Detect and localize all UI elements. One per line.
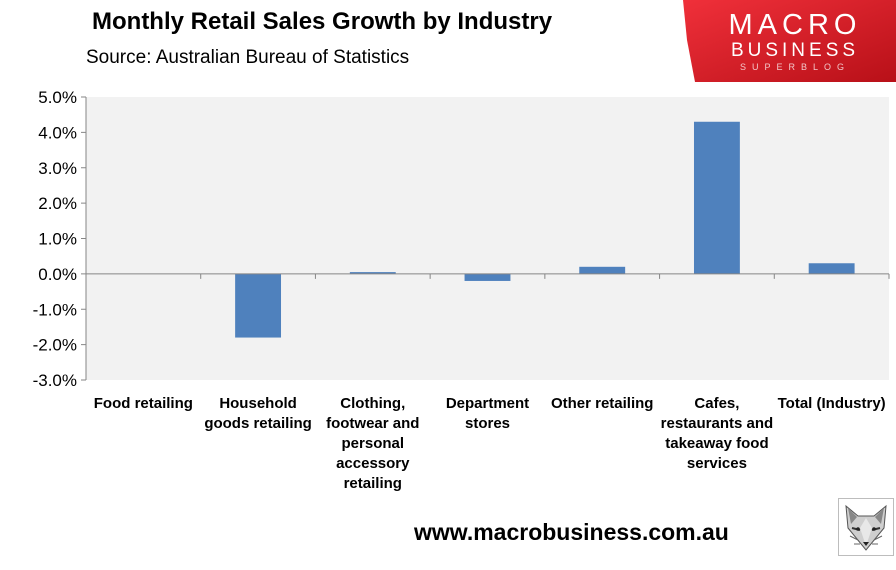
fox-face-icon [838, 498, 894, 556]
logo-text-business: BUSINESS [731, 40, 859, 61]
y-tick-label: 3.0% [38, 159, 77, 178]
y-tick-label: -2.0% [33, 336, 77, 355]
y-tick-label: 0.0% [38, 265, 77, 284]
website-url[interactable]: www.macrobusiness.com.au [414, 519, 729, 545]
bar [349, 272, 396, 274]
x-category-label: Clothing, footwear and personal accessory re… [326, 395, 419, 492]
logo-text-superblog: SUPERBLOG [740, 62, 850, 72]
x-category-label: Other retailing [551, 395, 654, 412]
plot-area [86, 97, 889, 380]
chart-title: Monthly Retail Sales Growth by Industry [92, 8, 553, 35]
x-category-label: Total (Industry) [778, 395, 886, 412]
x-category-label: Department stores [446, 395, 529, 432]
y-tick-label: 2.0% [38, 194, 77, 213]
y-tick-label: 4.0% [38, 123, 77, 142]
bar-chart: 5.0% 4.0% 3.0% 2.0% 1.0% 0.0% -1.0% -2.0% -3.0% F… [33, 88, 890, 492]
macrobusiness-logo[interactable]: MACRO BUSINESS SUPERBLOG [683, 0, 896, 82]
y-tick-label: -1.0% [33, 300, 77, 319]
bar [579, 266, 626, 274]
x-category-label: Food retailing [94, 395, 193, 412]
y-tick-label: -3.0% [33, 371, 77, 390]
y-tick-label: 1.0% [38, 230, 77, 249]
bar [464, 273, 511, 281]
bar [693, 121, 740, 274]
bar [808, 263, 855, 274]
y-tick-label: 5.0% [38, 88, 77, 107]
bar [235, 273, 282, 338]
x-category-label: Cafes, restaurants and takeaway food servic… [661, 395, 774, 472]
logo-background [683, 0, 896, 82]
chart-subtitle: Source: Australian Bureau of Statistics [86, 47, 410, 68]
logo-text-macro: MACRO [729, 9, 862, 41]
x-category-label: Household goods retailing [204, 395, 312, 432]
